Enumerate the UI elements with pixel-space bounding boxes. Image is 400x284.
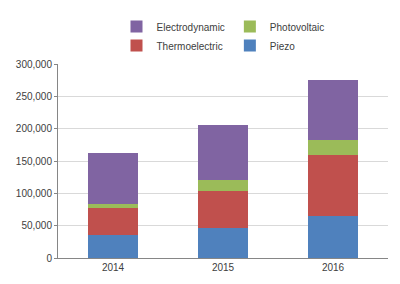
svg-text:Photovoltaic: Photovoltaic xyxy=(270,22,324,33)
svg-text:50,000: 50,000 xyxy=(21,220,52,231)
svg-text:200,000: 200,000 xyxy=(16,123,53,134)
svg-text:300,000: 300,000 xyxy=(16,59,53,70)
svg-text:2015: 2015 xyxy=(212,262,235,273)
svg-text:Electrodynamic: Electrodynamic xyxy=(157,22,225,33)
svg-text:100,000: 100,000 xyxy=(16,188,53,199)
svg-text:150,000: 150,000 xyxy=(16,156,53,167)
svg-text:2016: 2016 xyxy=(322,262,345,273)
svg-text:Piezo: Piezo xyxy=(270,41,295,52)
svg-text:0: 0 xyxy=(46,253,52,264)
svg-text:Thermoelectric: Thermoelectric xyxy=(157,41,223,52)
svg-text:250,000: 250,000 xyxy=(16,91,53,102)
svg-text:2014: 2014 xyxy=(102,262,125,273)
